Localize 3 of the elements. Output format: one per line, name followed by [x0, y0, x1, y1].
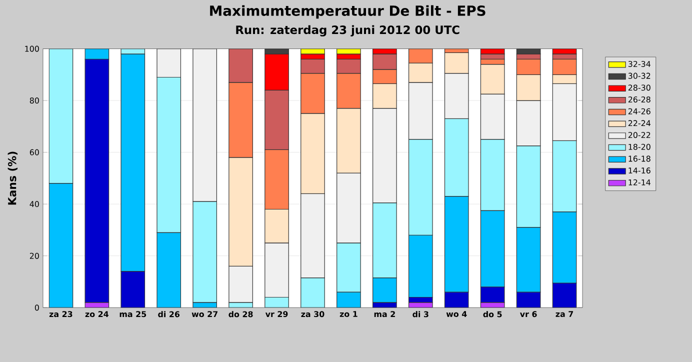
- chart-subtitle: Run: zaterdag 23 juni 2012 00 UTC: [236, 25, 460, 36]
- chart-title: Maximumtemperatuur De Bilt - EPS: [210, 5, 486, 18]
- y-axis-title: Kans (%): [8, 152, 18, 204]
